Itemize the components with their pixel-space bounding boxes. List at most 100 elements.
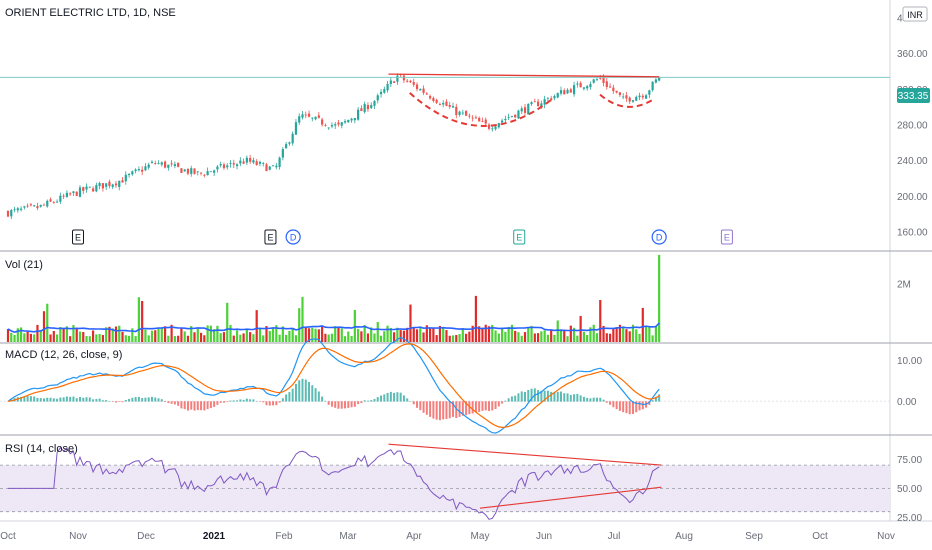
candle-body [458,111,461,115]
candle-body [59,195,62,202]
volume-bar [451,335,455,342]
macd-histogram-bar [654,396,657,402]
candle-body [638,95,641,98]
volume-ma-line [7,322,660,334]
volume-bar [268,330,271,342]
volume-bar [429,327,432,342]
time-axis-label-11: Sep [745,531,763,542]
volume-bar [383,331,386,342]
candle-body [592,79,595,83]
macd-histogram-bar [468,401,471,415]
rsi-axis-tick-0: 25.00 [897,513,922,524]
last-price-label: 333.35 [898,91,929,102]
macd-histogram-bar [609,401,612,405]
macd-histogram-bar [42,398,45,402]
volume-bar [334,326,337,342]
event-marker-dividend [285,229,301,245]
macd-histogram-bar [245,398,248,402]
macd-histogram-bar [275,401,278,406]
volume-bar [216,325,219,342]
macd-histogram-bar [586,397,589,402]
volume-bar [399,330,402,342]
volume-bar [520,335,523,342]
volume-bar [357,328,360,342]
candle-body [504,118,507,121]
volume-bar [291,328,294,342]
candle-body [569,89,572,93]
macd-histogram-bar [101,400,104,402]
volume-bar [65,326,68,342]
candle-body [307,113,311,117]
candle-body [46,200,49,207]
candle-body [465,111,468,116]
macd-histogram-bar [49,397,52,402]
macd-histogram-bar [121,401,124,403]
macd-histogram-bar [357,401,360,405]
candle-body [517,110,520,119]
event-marker-label: E [516,233,522,243]
volume-bar [497,333,500,342]
candle-body [412,82,415,85]
candle-body [114,183,118,186]
volume-bar [500,327,504,342]
candle-body [438,103,442,105]
candle-body [55,201,59,203]
volume-bar [563,330,566,342]
macd-histogram-bar [317,391,320,402]
macd-histogram-bar [78,396,81,402]
candle-body [641,95,644,98]
macd-histogram-bar [72,396,75,402]
macd-histogram-bar [167,401,170,404]
candle-body [625,95,628,99]
candle-body [82,187,85,191]
volume-bar [265,326,268,342]
macd-histogram-bar [461,401,464,416]
volume-bar [150,330,154,342]
currency-badge[interactable] [902,6,928,22]
volume-bar [304,327,307,342]
candle-body [327,127,330,129]
macd-histogram-bar [543,390,546,402]
candle-body [451,106,455,108]
candle-body [484,119,487,124]
volume-bar [638,333,641,342]
time-axis-label-9: Jul [608,531,621,542]
time-axis-label-2: Dec [137,531,155,542]
candle-body [29,204,33,206]
volume-bar [206,325,209,342]
candle-body [474,117,478,119]
macd-histogram-bar [641,401,644,410]
candle-body [389,80,392,85]
macd-histogram-bar [504,400,507,402]
macd-histogram-bar [350,401,353,408]
macd-histogram-bar [569,394,572,402]
candle-body [88,186,91,188]
macd-histogram-bar [406,398,409,402]
volume-bar [196,328,199,342]
volume-bar [85,336,88,342]
macd-histogram-bar [183,401,186,410]
macd-histogram-bar [285,394,288,402]
candle-body [75,191,78,196]
volume-bar [285,334,288,342]
event-marker-label: E [724,233,730,243]
candle-body [134,169,137,172]
candle-body [481,120,484,122]
volume-bar [415,329,419,342]
volume-bar [491,324,494,342]
candle-body [409,80,412,83]
candle-body [425,93,428,95]
macd-histogram-bar [164,401,167,402]
candle-body [157,162,160,164]
volume-bar [592,324,595,342]
candle-body [294,122,298,135]
candle-body [373,100,376,106]
volume-bar [314,328,317,342]
candle-body [478,117,481,122]
candle-body [163,161,167,168]
macd-histogram-bar [62,397,65,402]
candle-body [622,96,625,98]
volume-bar [487,326,491,342]
